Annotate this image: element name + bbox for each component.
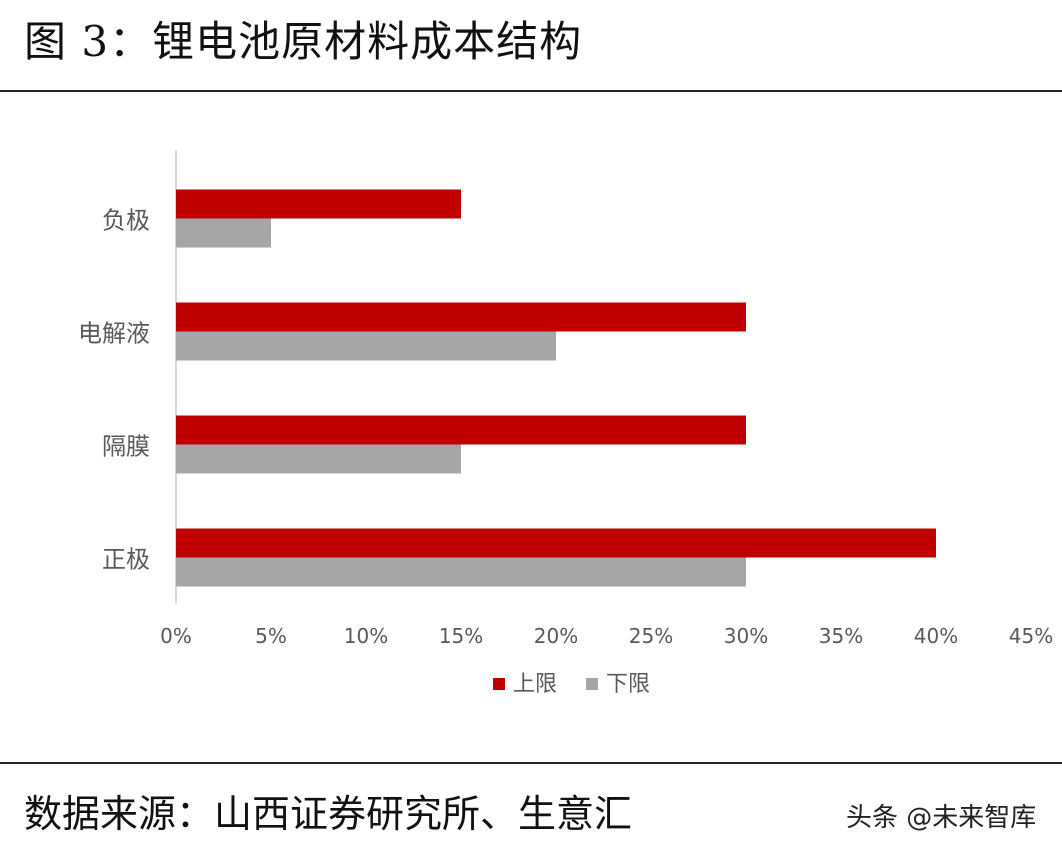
x-tick-label: 30%: [724, 624, 768, 648]
top-rule: [0, 90, 1062, 92]
bar-upper-3: [176, 528, 936, 558]
x-tick-label: 45%: [1009, 624, 1053, 648]
bar-upper-0: [176, 189, 461, 219]
bar-lower-0: [176, 218, 271, 248]
bar-upper-1: [176, 302, 746, 332]
category-label: 负极: [102, 207, 150, 235]
x-tick-label: 35%: [819, 624, 863, 648]
bar-lower-1: [176, 331, 556, 361]
x-tick-label: 40%: [914, 624, 958, 648]
x-tick-label: 20%: [534, 624, 578, 648]
category-label: 正极: [102, 546, 150, 574]
category-label: 隔膜: [102, 433, 150, 461]
x-tick-label: 0%: [160, 624, 192, 648]
legend-swatch-lower: [586, 678, 598, 690]
category-label: 电解液: [78, 320, 150, 348]
bar-lower-3: [176, 557, 746, 587]
watermark: 头条 @未来智库: [846, 803, 1037, 833]
legend-swatch-upper: [493, 678, 505, 690]
x-tick-label: 25%: [629, 624, 673, 648]
x-tick-label: 5%: [255, 624, 287, 648]
x-tick-label: 10%: [344, 624, 388, 648]
figure-title: 图 3：锂电池原材料成本结构: [24, 17, 583, 66]
bar-upper-2: [176, 415, 746, 445]
bar-lower-2: [176, 444, 461, 474]
bottom-rule: [0, 762, 1062, 764]
legend-label-upper: 上限: [513, 672, 557, 697]
legend-label-lower: 下限: [606, 672, 650, 697]
x-tick-label: 15%: [439, 624, 483, 648]
source-note: 数据来源：山西证券研究所、生意汇: [24, 792, 633, 836]
